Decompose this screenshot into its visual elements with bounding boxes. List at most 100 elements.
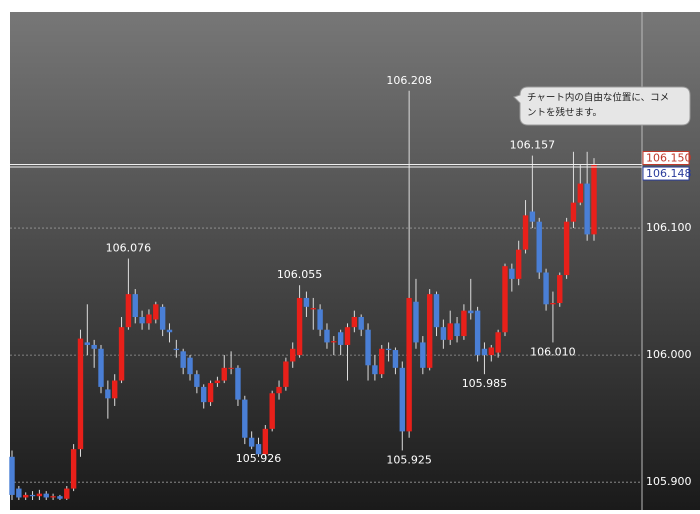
candle-body [16,488,22,498]
candle-body [50,496,56,498]
candle-body [317,309,323,330]
candle-body [426,294,433,368]
price-annotation: 106.010 [530,345,576,358]
candle-body [474,310,481,356]
candle-body [413,301,419,343]
candle-body [365,329,371,366]
candle-body [584,183,590,235]
price-annotation: 106.076 [106,242,152,255]
candle-body [194,374,200,387]
candle-body [29,494,36,497]
candle-body [324,329,330,343]
candle-body [235,367,241,400]
candle-body [98,348,104,387]
price-annotation: 105.926 [236,452,282,465]
comment-bubble [513,86,691,126]
candle-body [502,266,508,333]
candle-body [557,275,563,304]
candle-body [9,456,15,495]
candle-body [36,493,43,497]
y-tick-label: 105.900 [646,475,692,488]
candle-body [509,268,515,279]
candle-body [591,164,597,235]
price-annotation: 105.925 [386,453,432,466]
candle-body [153,304,159,320]
candle-body [454,323,460,337]
price-annotation: 106.055 [277,268,323,281]
candle-body [84,342,91,345]
candle-body [70,449,77,489]
price-badge [642,151,690,165]
candle-body [337,332,344,345]
candle-body [242,399,248,438]
candle-body [358,317,364,330]
candle-body [420,342,426,368]
candle-body [262,428,269,455]
candle-body [522,215,529,250]
candle-body [43,493,49,498]
price-annotation: 106.208 [386,74,432,87]
candle-body [201,386,207,403]
price-badge [642,166,690,181]
candle-body [283,361,289,387]
candle-body [125,294,132,328]
candle-body [344,327,351,345]
candle-body [331,341,337,343]
candle-body [173,348,180,351]
candle-body [112,380,118,399]
candle-body [91,344,97,349]
candle-body [543,272,549,305]
candle-body [392,350,399,368]
candle-body [379,348,385,375]
candle-body [139,317,145,324]
candle-body [447,323,453,340]
candle-body [563,221,570,276]
candle-body [207,383,214,403]
price-badge-label: 106.148 [646,167,692,180]
candle-body [570,202,577,222]
price-annotation: 106.157 [510,139,556,152]
candle-body [515,249,522,279]
candle-body [228,367,234,369]
candle-body [536,221,542,273]
candle-body [255,444,262,455]
comment-text: チャート内の自由な位置に、コメ [527,92,669,104]
candle-body [303,297,310,307]
candle-body [221,367,227,381]
candle-body [468,310,474,314]
candle-body [105,389,111,399]
candle-body [269,393,275,429]
candle-body [146,314,152,324]
candle-body [57,496,63,499]
candle-body [351,317,358,328]
candle-body [276,386,282,394]
comment-text: ントを残せます。 [527,107,602,119]
candle-body [406,297,412,432]
candle-body [166,329,173,333]
candle-body [577,183,584,203]
candle-body [132,294,138,317]
candle-body [290,348,296,362]
price-badge-label: 106.150 [646,152,692,165]
candle-body [64,488,70,499]
candle-body [187,357,193,375]
candle-body [77,338,84,450]
y-tick-label: 106.000 [646,348,692,361]
candle-body [495,332,501,353]
candle-body [433,294,440,328]
candle-body [296,297,303,356]
y-tick-label: 106.100 [646,221,692,234]
candle-body [118,327,125,381]
candle-body [159,306,166,330]
candle-body [310,308,316,310]
candle-body [248,437,255,447]
candle-body [461,310,467,337]
candle-body [372,365,378,375]
candle-body [214,380,221,384]
candle-body [488,347,494,356]
candle-body [529,211,536,222]
price-annotation: 105.985 [462,377,508,390]
candle-body [22,494,29,498]
